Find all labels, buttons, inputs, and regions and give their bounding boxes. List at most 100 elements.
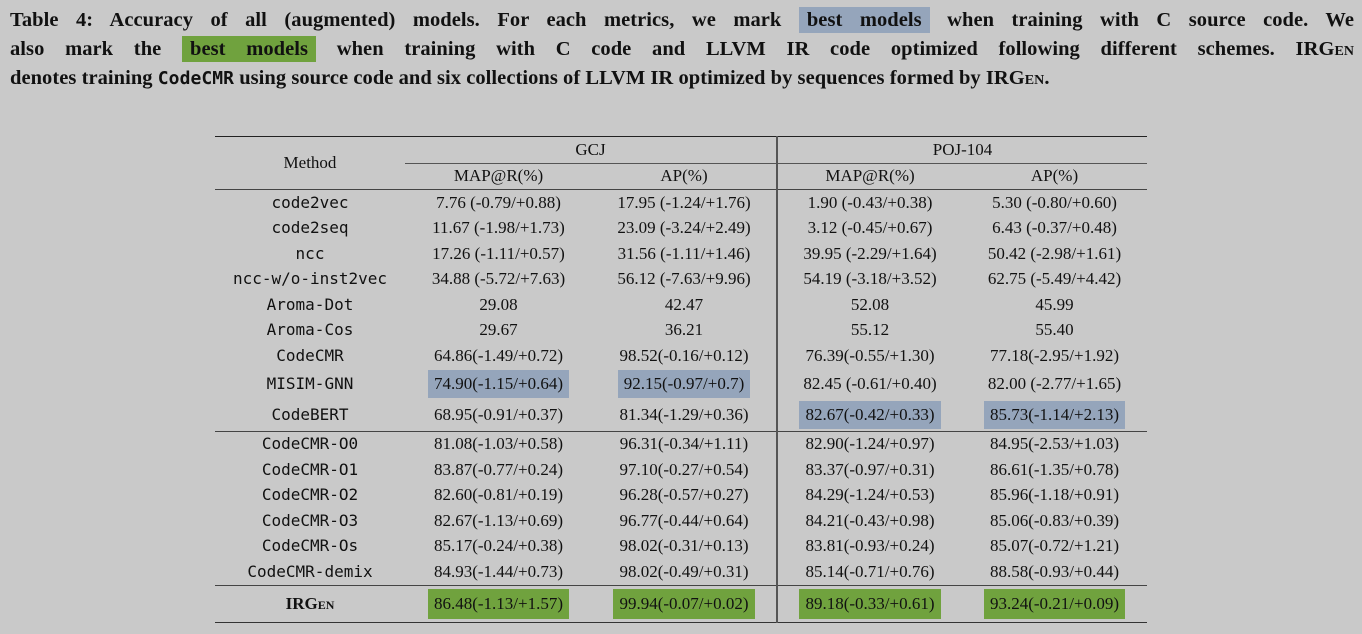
cell-gcj-mapr: 81.08(-1.03/+0.58) (405, 430, 592, 457)
caption-text: Table 4: Accuracy of all (augmented) mod… (10, 9, 782, 31)
method-name: ncc (295, 243, 325, 263)
caption-smallcaps: en (1024, 67, 1045, 89)
cell-poj-mapr-best: 82.67(-0.42/+0.33) (776, 399, 962, 431)
method-name: code2vec (215, 189, 405, 216)
cell-gcj-mapr: 68.95(-0.91/+0.37) (433, 405, 564, 424)
method-text: IRG (285, 593, 318, 613)
cell-gcj-ap: 96.77(-0.44/+0.64) (619, 510, 749, 530)
cell-gcj-ap: 81.34(-1.29/+0.36) (619, 405, 749, 424)
cell-gcj-mapr: 85.17(-0.24/+0.38) (433, 536, 564, 556)
cell-gcj-ap: 98.02(-0.31/+0.13) (619, 536, 749, 556)
table-row: CodeCMR-Os 85.17(-0.24/+0.38) 98.02(-0.3… (215, 533, 1147, 559)
cell-poj-ap-best: 93.24(-0.21/+0.09) (962, 584, 1147, 623)
cell-gcj-mapr: 82.60(-0.81/+0.19) (433, 485, 564, 505)
table-row: Aroma-Dot 29.08 42.47 52.08 45.99 (215, 292, 1147, 318)
table-row-irgen: IRGen 86.48(-1.13/+1.57) 99.94(-0.07/+0.… (215, 584, 1147, 623)
cell-gcj-mapr: 7.76 (-0.79/+0.88) (405, 189, 592, 216)
best-value-green: 99.94(-0.07/+0.02) (613, 588, 755, 619)
table-row: CodeCMR-O0 81.08(-1.03/+0.58) 96.31(-0.3… (215, 430, 1147, 457)
cell-poj-mapr: 1.90 (-0.43/+0.38) (776, 189, 962, 216)
table-row: ncc 17.26 (-1.11/+0.57) 31.56 (-1.11/+1.… (215, 241, 1147, 267)
results-table: Method GCJ POJ-104 MAP@R(%) AP(%) MAP@R(… (215, 136, 1147, 623)
cell-poj-ap: 45.99 (1035, 294, 1074, 314)
method-name: CodeCMR-demix (247, 561, 373, 581)
cell-poj-mapr: 76.39(-0.55/+1.30) (776, 343, 962, 369)
cell-gcj-mapr-best: 86.48(-1.13/+1.57) (405, 584, 592, 623)
cell-gcj-mapr: 83.87(-0.77/+0.24) (433, 459, 564, 479)
cell-poj-mapr: 3.12 (-0.45/+0.67) (776, 215, 962, 241)
cell-poj-mapr: 39.95 (-2.29/+1.64) (776, 241, 962, 267)
cell-poj-ap: 85.06(-0.83/+0.39) (989, 510, 1120, 530)
cell-poj-ap: 77.18(-2.95/+1.92) (989, 345, 1120, 365)
method-name: ncc-w/o-inst2vec (232, 269, 388, 289)
header-method: Method (215, 136, 405, 190)
cell-gcj-ap: 96.31(-0.34/+1.11) (592, 430, 777, 457)
cell-gcj-ap: 17.95 (-1.24/+1.76) (592, 189, 777, 216)
best-value-green: 86.48(-1.13/+1.57) (427, 588, 570, 619)
method-name: CodeBERT (271, 405, 349, 424)
method-name: CodeCMR-O0 (215, 430, 405, 457)
cell-gcj-mapr: 82.67(-1.13/+0.69) (433, 510, 564, 530)
cell-gcj-ap: 98.52(-0.16/+0.12) (619, 345, 749, 365)
cell-poj-ap: 55.40 (1035, 320, 1074, 340)
table-row: CodeCMR-O1 83.87(-0.77/+0.24) 97.10(-0.2… (215, 457, 1147, 483)
method-smallcaps: en (317, 593, 335, 613)
cell-poj-mapr: 83.81(-0.93/+0.24) (776, 533, 962, 559)
caption-line-3: denotes training CodeCMR using source co… (10, 64, 1354, 93)
caption-smallcaps: en (1334, 38, 1354, 60)
cell-gcj-ap: 96.28(-0.57/+0.27) (619, 485, 749, 505)
cell-gcj-ap: 98.02(-0.49/+0.31) (619, 561, 749, 581)
caption-line-2: also mark the best models when training … (10, 35, 1354, 64)
header-poj-mapr: MAP@R(%) (776, 163, 962, 190)
method-name: CodeCMR-O1 (261, 459, 359, 479)
cell-poj-ap: 86.61(-1.35/+0.78) (989, 459, 1120, 479)
caption-code: CodeCMR (157, 68, 235, 89)
cell-poj-ap: 6.43 (-0.37/+0.48) (992, 218, 1117, 238)
method-name: CodeCMR-Os (261, 536, 359, 556)
header-poj-ap: AP(%) (1030, 166, 1079, 186)
table-row: code2vec 7.76 (-0.79/+0.88) 17.95 (-1.24… (215, 189, 1147, 216)
cell-gcj-ap: 56.12 (-7.63/+9.96) (617, 269, 751, 289)
caption-text: when training with C source code. We (947, 9, 1354, 31)
cell-gcj-mapr: 29.67 (479, 320, 518, 340)
cell-poj-mapr-best: 89.18(-0.33/+0.61) (776, 584, 962, 623)
method-name: Aroma-Dot (266, 294, 354, 314)
caption-text: denotes training (10, 67, 153, 89)
cell-gcj-mapr: 29.08 (479, 294, 518, 314)
table-row: CodeCMR 64.86(-1.49/+0.72) 98.52(-0.16/+… (215, 343, 1147, 369)
cell-gcj-ap: 31.56 (-1.11/+1.46) (617, 243, 751, 263)
blue-highlight-legend: best models (798, 7, 930, 33)
cell-gcj-ap-best: 99.94(-0.07/+0.02) (592, 584, 777, 623)
cell-poj-mapr: 84.21(-0.43/+0.98) (776, 508, 962, 534)
cell-poj-ap: 62.75 (-5.49/+4.42) (987, 269, 1122, 289)
header-gcj-mapr: MAP@R(%) (453, 166, 544, 186)
header-group-gcj: GCJ (405, 136, 777, 164)
caption-line-1: Table 4: Accuracy of all (augmented) mod… (10, 6, 1354, 35)
header-group-poj104: POJ-104 (776, 136, 1147, 164)
cell-poj-ap: 85.96(-1.18/+0.91) (989, 485, 1120, 505)
table-row: ncc-w/o-inst2vec 34.88 (-5.72/+7.63) 56.… (215, 266, 1147, 292)
cell-poj-ap: 88.58(-0.93/+0.44) (989, 561, 1120, 581)
cell-poj-ap: 5.30 (-0.80/+0.60) (962, 189, 1147, 216)
method-name: CodeCMR (276, 345, 344, 365)
table-row: CodeCMR-O2 82.60(-0.81/+0.19) 96.28(-0.5… (215, 482, 1147, 508)
table-caption: Table 4: Accuracy of all (augmented) mod… (10, 6, 1354, 93)
best-value-blue: 85.73(-1.14/+2.13) (983, 401, 1126, 429)
caption-text: also mark the (10, 38, 162, 60)
cell-poj-mapr: 82.90(-1.24/+0.97) (776, 430, 962, 457)
cell-poj-mapr: 54.19 (-3.18/+3.52) (776, 266, 962, 292)
cell-poj-ap: 82.00 (-2.77/+1.65) (987, 374, 1122, 393)
table-row: Aroma-Cos 29.67 36.21 55.12 55.40 (215, 317, 1147, 343)
cell-poj-mapr: 83.37(-0.97/+0.31) (776, 457, 962, 483)
table-row: code2seq 11.67 (-1.98/+1.73) 23.09 (-3.2… (215, 215, 1147, 241)
cell-poj-ap: 50.42 (-2.98/+1.61) (987, 243, 1122, 263)
best-value-green: 89.18(-0.33/+0.61) (799, 588, 941, 619)
method-name-irgen: IRGen (215, 584, 405, 623)
cell-gcj-mapr-best: 74.90(-1.15/+0.64) (405, 369, 592, 400)
table-row: CodeBERT 68.95(-0.91/+0.37) 81.34(-1.29/… (215, 399, 1147, 432)
method-name: MISIM-GNN (266, 374, 354, 393)
table-row: CodeCMR-demix 84.93(-1.44/+0.73) 98.02(-… (215, 559, 1147, 585)
best-value-blue: 92.15(-0.97/+0.7) (617, 370, 751, 398)
cell-poj-mapr: 55.12 (776, 317, 962, 343)
cell-poj-ap-best: 85.73(-1.14/+2.13) (962, 400, 1147, 432)
